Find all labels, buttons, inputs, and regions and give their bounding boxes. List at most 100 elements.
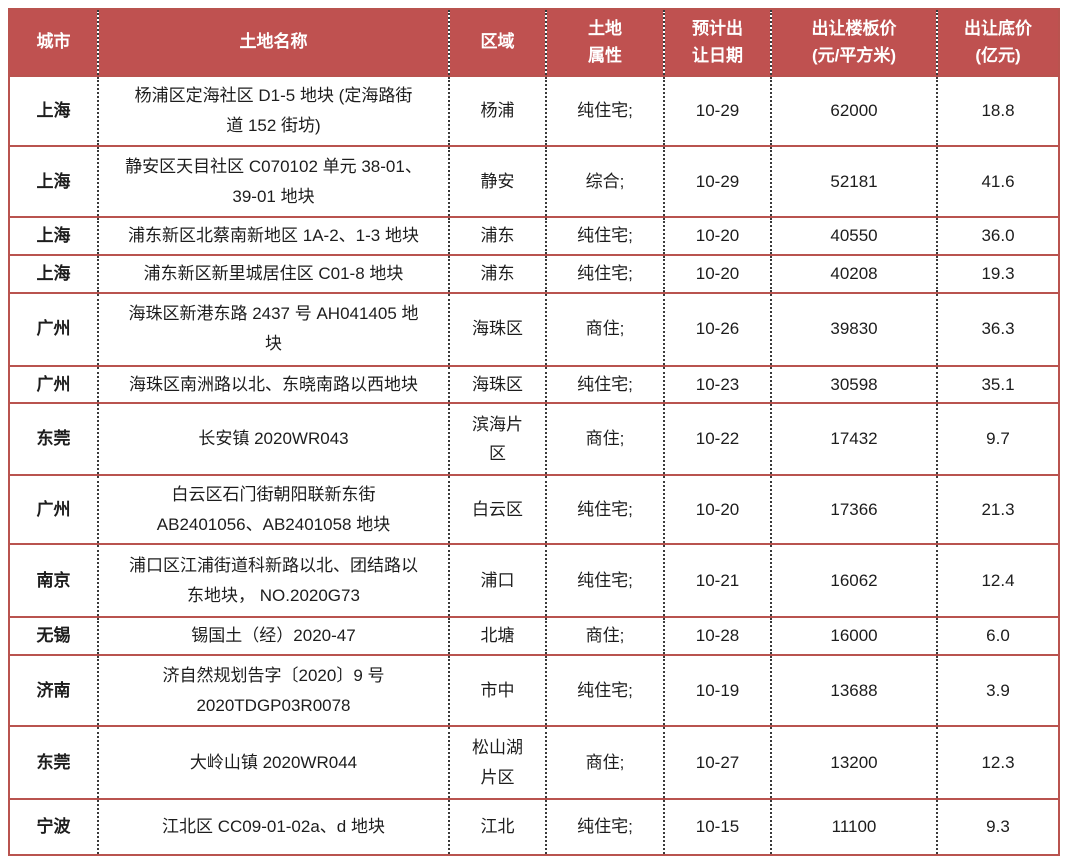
cell-city: 上海: [9, 253, 98, 294]
cell-date: 10-20: [663, 474, 771, 546]
cell-land-name: 浦东新区新里城居住区 C01-8 地块: [97, 253, 449, 294]
cell-attribute: 纯住宅;: [545, 216, 664, 256]
cell-base-price: 41.6: [936, 145, 1059, 218]
cell-district: 海珠区: [448, 364, 546, 405]
cell-land-name: 杨浦区定海社区 D1-5 地块 (定海路街 道 152 街坊): [97, 75, 449, 147]
table-row: 上海 浦东新区新里城居住区 C01-8 地块 浦东 纯住宅; 10-20 402…: [9, 253, 1059, 294]
cell-attribute: 纯住宅;: [545, 543, 664, 619]
header-cell-attribute: 土地 属性: [545, 8, 664, 77]
cell-floor-price: 30598: [770, 364, 937, 405]
cell-land-name: 浦口区江浦街道科新路以北、团结路以 东地块， NO.2020G73: [97, 543, 449, 619]
header-cell-floor-price: 出让楼板价 (元/平方米): [770, 8, 937, 77]
cell-district: 松山湖 片区: [448, 725, 546, 800]
cell-city: 上海: [9, 216, 98, 256]
cell-attribute: 商住;: [545, 725, 664, 800]
cell-date: 10-29: [663, 75, 771, 147]
table-row: 济南 济自然规划告字〔2020〕9 号 2020TDGP03R0078 市中 纯…: [9, 654, 1059, 727]
cell-land-name: 海珠区新港东路 2437 号 AH041405 地 块: [97, 291, 449, 367]
cell-base-price: 9.7: [936, 402, 1059, 477]
cell-floor-price: 13688: [770, 654, 937, 727]
cell-city: 南京: [9, 543, 98, 619]
cell-city: 无锡: [9, 616, 98, 656]
cell-city: 上海: [9, 75, 98, 147]
cell-base-price: 18.8: [936, 75, 1059, 147]
cell-city: 济南: [9, 654, 98, 727]
cell-date: 10-20: [663, 253, 771, 294]
cell-date: 10-21: [663, 543, 771, 619]
header-cell-city: 城市: [9, 8, 98, 77]
cell-land-name: 白云区石门街朝阳联新东街 AB2401056、AB2401058 地块: [97, 474, 449, 546]
cell-land-name: 长安镇 2020WR043: [97, 402, 449, 477]
cell-district: 静安: [448, 145, 546, 218]
cell-floor-price: 16000: [770, 616, 937, 656]
cell-date: 10-29: [663, 145, 771, 218]
cell-floor-price: 62000: [770, 75, 937, 147]
cell-base-price: 19.3: [936, 253, 1059, 294]
header-row: 城市 土地名称 区域 土地 属性 预计出 让日期 出让楼板价 (元/平方米) 出…: [9, 8, 1059, 77]
table-row: 上海 杨浦区定海社区 D1-5 地块 (定海路街 道 152 街坊) 杨浦 纯住…: [9, 75, 1059, 147]
cell-floor-price: 17432: [770, 402, 937, 477]
header-cell-base-price: 出让底价 (亿元): [936, 8, 1059, 77]
cell-land-name: 海珠区南洲路以北、东晓南路以西地块: [97, 364, 449, 405]
cell-land-name: 锡国土（经）2020-47: [97, 616, 449, 656]
table-row: 无锡 锡国土（经）2020-47 北塘 商住; 10-28 16000 6.0: [9, 616, 1059, 656]
cell-base-price: 3.9: [936, 654, 1059, 727]
table-row: 广州 海珠区南洲路以北、东晓南路以西地块 海珠区 纯住宅; 10-23 3059…: [9, 364, 1059, 405]
cell-date: 10-15: [663, 798, 771, 856]
cell-district: 浦东: [448, 216, 546, 256]
cell-floor-price: 39830: [770, 291, 937, 367]
cell-date: 10-27: [663, 725, 771, 800]
cell-city: 广州: [9, 291, 98, 367]
table-row: 南京 浦口区江浦街道科新路以北、团结路以 东地块， NO.2020G73 浦口 …: [9, 543, 1059, 619]
cell-date: 10-20: [663, 216, 771, 256]
cell-attribute: 纯住宅;: [545, 798, 664, 856]
cell-floor-price: 16062: [770, 543, 937, 619]
cell-date: 10-19: [663, 654, 771, 727]
header-cell-land-name: 土地名称: [97, 8, 449, 77]
cell-attribute: 商住;: [545, 616, 664, 656]
table-row: 东莞 大岭山镇 2020WR044 松山湖 片区 商住; 10-27 13200…: [9, 725, 1059, 800]
cell-district: 市中: [448, 654, 546, 727]
cell-date: 10-23: [663, 364, 771, 405]
cell-district: 浦东: [448, 253, 546, 294]
cell-land-name: 济自然规划告字〔2020〕9 号 2020TDGP03R0078: [97, 654, 449, 727]
table-row: 宁波 江北区 CC09-01-02a、d 地块 江北 纯住宅; 10-15 11…: [9, 798, 1059, 856]
cell-city: 广州: [9, 474, 98, 546]
cell-base-price: 12.4: [936, 543, 1059, 619]
cell-base-price: 21.3: [936, 474, 1059, 546]
header-cell-date: 预计出 让日期: [663, 8, 771, 77]
cell-base-price: 9.3: [936, 798, 1059, 856]
table-row: 广州 海珠区新港东路 2437 号 AH041405 地 块 海珠区 商住; 1…: [9, 291, 1059, 367]
cell-date: 10-28: [663, 616, 771, 656]
cell-city: 东莞: [9, 402, 98, 477]
cell-base-price: 6.0: [936, 616, 1059, 656]
cell-attribute: 纯住宅;: [545, 474, 664, 546]
cell-city: 东莞: [9, 725, 98, 800]
land-auction-table: 城市 土地名称 区域 土地 属性 预计出 让日期 出让楼板价 (元/平方米) 出…: [8, 8, 1060, 856]
cell-district: 滨海片 区: [448, 402, 546, 477]
cell-district: 杨浦: [448, 75, 546, 147]
cell-district: 海珠区: [448, 291, 546, 367]
table-row: 上海 静安区天目社区 C070102 单元 38-01、 39-01 地块 静安…: [9, 145, 1059, 218]
cell-attribute: 纯住宅;: [545, 654, 664, 727]
cell-land-name: 大岭山镇 2020WR044: [97, 725, 449, 800]
cell-district: 浦口: [448, 543, 546, 619]
cell-district: 白云区: [448, 474, 546, 546]
header-cell-district: 区域: [448, 8, 546, 77]
cell-attribute: 纯住宅;: [545, 75, 664, 147]
cell-district: 北塘: [448, 616, 546, 656]
cell-base-price: 35.1: [936, 364, 1059, 405]
cell-base-price: 36.0: [936, 216, 1059, 256]
cell-attribute: 综合;: [545, 145, 664, 218]
table-row: 东莞 长安镇 2020WR043 滨海片 区 商住; 10-22 17432 9…: [9, 402, 1059, 477]
cell-city: 广州: [9, 364, 98, 405]
cell-floor-price: 40550: [770, 216, 937, 256]
cell-floor-price: 52181: [770, 145, 937, 218]
cell-land-name: 静安区天目社区 C070102 单元 38-01、 39-01 地块: [97, 145, 449, 218]
cell-floor-price: 40208: [770, 253, 937, 294]
cell-floor-price: 13200: [770, 725, 937, 800]
cell-attribute: 纯住宅;: [545, 253, 664, 294]
cell-district: 江北: [448, 798, 546, 856]
cell-date: 10-26: [663, 291, 771, 367]
